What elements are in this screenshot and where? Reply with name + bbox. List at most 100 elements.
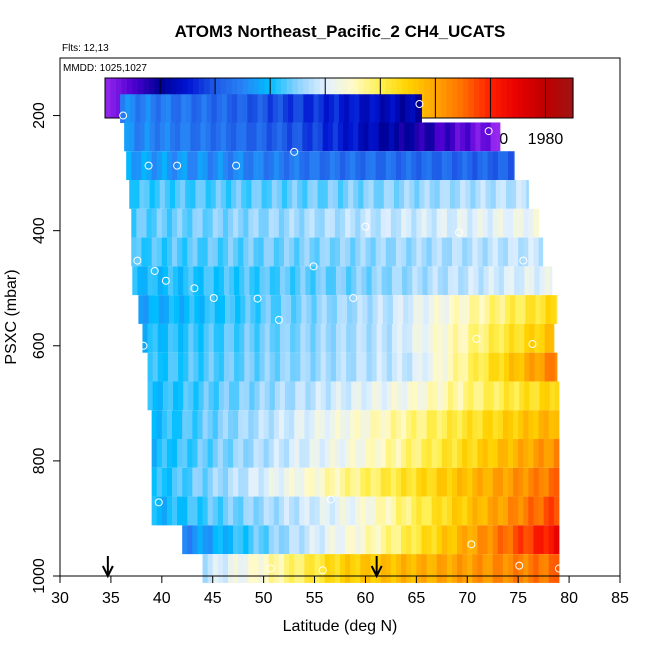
heatmap-cell: [477, 208, 484, 238]
heatmap-cell: [436, 237, 443, 267]
heatmap-cell: [316, 295, 323, 324]
heatmap-cell: [304, 410, 310, 440]
heatmap-cell: [345, 525, 351, 555]
heatmap-cell: [164, 122, 171, 152]
heatmap-cell: [525, 295, 531, 324]
heatmap-cell: [263, 151, 270, 181]
heatmap-cell: [488, 381, 495, 411]
heatmap-cell: [263, 410, 270, 440]
heatmap-cell: [538, 467, 545, 497]
heatmap-cell: [478, 323, 485, 353]
heatmap-cell: [494, 295, 501, 324]
heatmap-cell: [284, 467, 290, 497]
heatmap-cell: [497, 237, 504, 267]
colorbar-segment: [556, 78, 563, 118]
heatmap-cell: [289, 439, 295, 468]
colorbar-segment: [484, 78, 492, 118]
heatmap-cell: [413, 295, 419, 324]
heatmap-cell: [192, 496, 198, 526]
heatmap-cell: [473, 381, 479, 411]
heatmap-cell: [301, 295, 307, 324]
heatmap-cell: [187, 525, 193, 555]
heatmap-cell: [248, 410, 254, 440]
heatmap-cell: [364, 94, 371, 124]
heatmap-cell: [457, 151, 463, 181]
heatmap-cell: [472, 554, 478, 583]
heatmap-cell: [444, 180, 451, 209]
heatmap-cell: [126, 151, 132, 181]
heatmap-cell: [465, 180, 471, 209]
heatmap-cell: [514, 323, 520, 353]
heatmap-cell: [244, 266, 250, 296]
heatmap-cell: [436, 525, 443, 555]
heatmap-cell: [273, 151, 280, 181]
heatmap-cell: [462, 208, 468, 238]
heatmap-cell: [365, 237, 372, 267]
heatmap-cell: [342, 295, 348, 324]
heatmap-cell: [228, 410, 234, 440]
heatmap-cell: [544, 266, 551, 296]
heatmap-cell: [298, 94, 304, 124]
heatmap-cell: [340, 208, 346, 238]
heatmap-cell: [377, 295, 384, 324]
heatmap-cell: [455, 122, 461, 152]
heatmap-cell: [337, 180, 344, 209]
heatmap-cell: [480, 180, 487, 209]
heatmap-cell: [304, 208, 310, 238]
heatmap-cell: [396, 151, 402, 181]
heatmap-cell: [441, 525, 448, 555]
heatmap-cell: [472, 439, 478, 468]
heatmap-cell: [419, 122, 426, 152]
heatmap-cell: [402, 266, 408, 296]
heatmap-cell: [269, 266, 276, 296]
heatmap-cell: [287, 180, 293, 209]
heatmap-cell: [268, 439, 275, 468]
heatmap-cell: [217, 554, 224, 583]
heatmap-cell: [285, 381, 291, 411]
heatmap-cell: [165, 94, 172, 124]
heatmap-cell: [202, 467, 209, 497]
heatmap-cell: [254, 381, 261, 411]
heatmap-cell: [257, 94, 264, 124]
heatmap-cell: [243, 467, 249, 497]
heatmap-cell: [166, 151, 173, 181]
heatmap-cell: [223, 381, 230, 411]
heatmap-cell: [487, 554, 494, 583]
heatmap-cell: [373, 180, 380, 209]
heatmap-cell: [261, 122, 268, 152]
heatmap-cell: [361, 266, 367, 296]
heatmap-cell: [228, 237, 234, 267]
heatmap-cell: [362, 295, 368, 324]
heatmap-cell: [202, 496, 209, 526]
heatmap-cell: [329, 554, 336, 583]
heatmap-cell: [309, 439, 316, 468]
colorbar-segment: [495, 78, 503, 118]
heatmap-cell: [325, 323, 332, 353]
heatmap-cell: [326, 295, 333, 324]
heatmap-cell: [401, 525, 407, 555]
heatmap-cell: [273, 410, 280, 440]
heatmap-cell: [376, 352, 383, 382]
heatmap-cell: [299, 554, 305, 583]
heatmap-cell: [244, 352, 250, 382]
heatmap-cell: [441, 439, 448, 468]
heatmap-cell: [291, 295, 297, 324]
heatmap-cell: [206, 94, 213, 124]
heatmap-cell: [390, 554, 397, 583]
heatmap-cell: [212, 410, 219, 440]
heatmap-cell: [427, 323, 434, 353]
heatmap-cell: [188, 266, 194, 296]
heatmap-cell: [243, 525, 249, 555]
heatmap-cell: [360, 151, 366, 181]
heatmap-cell: [197, 525, 204, 555]
heatmap-cell: [263, 467, 270, 497]
heatmap-cell: [238, 151, 244, 181]
heatmap-cell: [187, 208, 193, 238]
heatmap-cell: [247, 94, 253, 124]
heatmap-cell: [519, 323, 525, 353]
heatmap-cell: [268, 410, 275, 440]
heatmap-cell: [144, 122, 151, 152]
heatmap-cell: [508, 410, 514, 440]
heatmap-cell: [530, 295, 536, 324]
heatmap-cell: [233, 467, 239, 497]
